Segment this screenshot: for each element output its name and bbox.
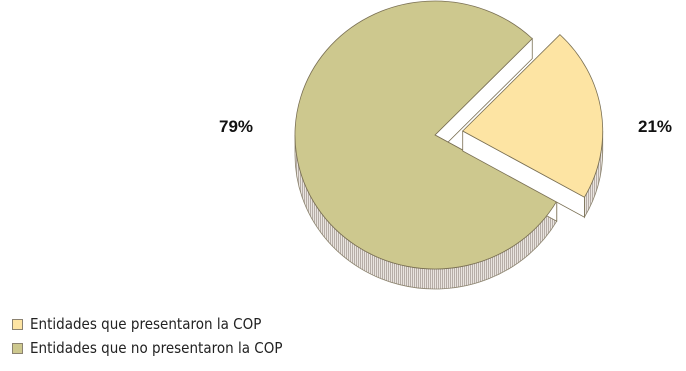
legend-swatch-presented: [12, 318, 23, 330]
legend-item-not-presented: Entidades que no presentaron la COP: [12, 336, 311, 360]
pie-slice-79: [294, 0, 558, 270]
legend-item-presented: Entidades que presentaron la COP: [12, 312, 311, 336]
slice-percent-label-79: 79%: [219, 117, 254, 136]
legend: Entidades que presentaron la COP Entidad…: [12, 312, 311, 360]
slice-percent-label-21: 21%: [638, 117, 673, 136]
legend-swatch-not-presented: [12, 342, 23, 354]
pie-slices: [294, 0, 604, 290]
legend-label-presented: Entidades que presentaron la COP: [30, 315, 262, 333]
legend-label-not-presented: Entidades que no presentaron la COP: [30, 339, 283, 357]
pie-slice-21: [462, 34, 604, 198]
